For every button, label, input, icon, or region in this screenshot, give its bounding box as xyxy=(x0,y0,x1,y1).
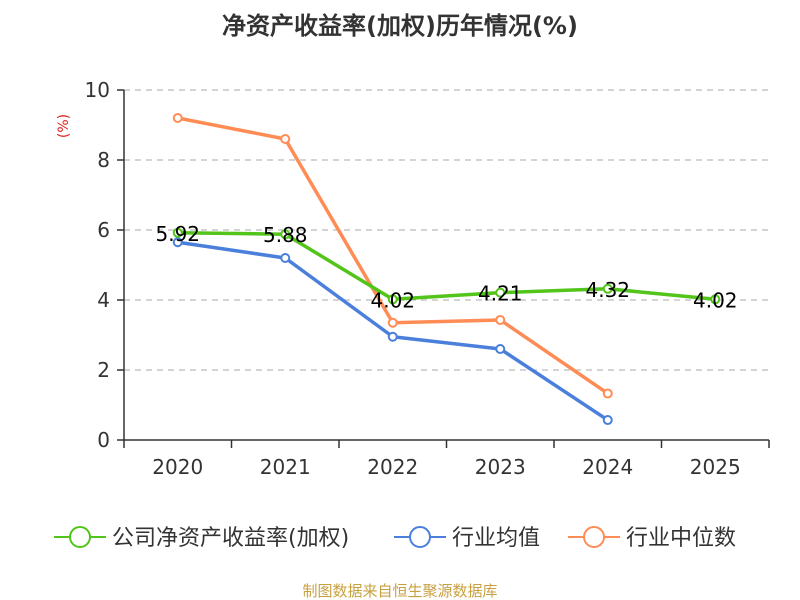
data-point xyxy=(387,331,398,342)
legend-label: 行业中位数 xyxy=(626,526,736,551)
data-point xyxy=(280,253,291,263)
y-tick-label: 4 xyxy=(97,288,110,312)
series-lines xyxy=(172,113,721,426)
legend: 公司净资产收益率(加权) 行业均值 行业中位数 xyxy=(54,526,736,551)
y-tick-label: 8 xyxy=(97,148,110,172)
x-tick-label: 2024 xyxy=(582,455,633,479)
data-point xyxy=(280,134,291,144)
data-point xyxy=(495,344,506,354)
legend-marker xyxy=(409,526,431,548)
legend-label: 公司净资产收益率(加权) xyxy=(112,526,349,551)
data-point xyxy=(602,388,613,399)
data-point xyxy=(280,229,291,240)
data-point xyxy=(387,317,398,328)
y-tick-label: 6 xyxy=(97,218,110,242)
data-point xyxy=(602,283,613,294)
data-label: 4.02 xyxy=(693,288,738,312)
data-label: 5.92 xyxy=(155,222,200,246)
legend-label: 行业均值 xyxy=(452,526,540,551)
data-point xyxy=(172,237,183,248)
series-line-0 xyxy=(177,231,716,302)
legend-marker xyxy=(583,526,605,548)
x-tick-label: 2025 xyxy=(690,455,741,479)
data-point xyxy=(172,113,183,123)
x-tick-label: 2022 xyxy=(367,455,418,479)
series-line-1 xyxy=(177,240,609,422)
axes: 0 2 4 6 8 10 2020 2021 2022 2023 2024 2025 xyxy=(85,78,770,479)
data-label: 4.32 xyxy=(585,278,630,302)
x-tick-label: 2020 xyxy=(152,455,203,479)
data-label: 4.02 xyxy=(370,288,415,312)
data-labels: 5.92 5.88 4.02 4.21 4.32 4.02 xyxy=(155,222,737,312)
data-point xyxy=(172,227,183,238)
data-point xyxy=(495,287,506,298)
y-tick-label: 0 xyxy=(97,428,110,452)
series-line-2 xyxy=(177,116,609,395)
data-point xyxy=(495,314,506,325)
data-point xyxy=(602,415,613,426)
x-tick-label: 2023 xyxy=(475,455,526,479)
data-point xyxy=(710,294,721,305)
y-axis-unit: (%) xyxy=(56,114,72,138)
data-point xyxy=(387,294,398,305)
source-note: 制图数据来自恒生聚源数据库 xyxy=(302,582,497,600)
y-tick-label: 2 xyxy=(97,358,110,382)
chart-title: 净资产收益率(加权)历年情况(%) xyxy=(222,12,578,40)
data-label: 5.88 xyxy=(263,223,308,247)
y-tick-label: 10 xyxy=(85,78,110,102)
x-tick-label: 2021 xyxy=(260,455,311,479)
grid-lines xyxy=(124,89,769,371)
data-label: 4.21 xyxy=(478,282,523,306)
legend-marker xyxy=(69,526,91,548)
